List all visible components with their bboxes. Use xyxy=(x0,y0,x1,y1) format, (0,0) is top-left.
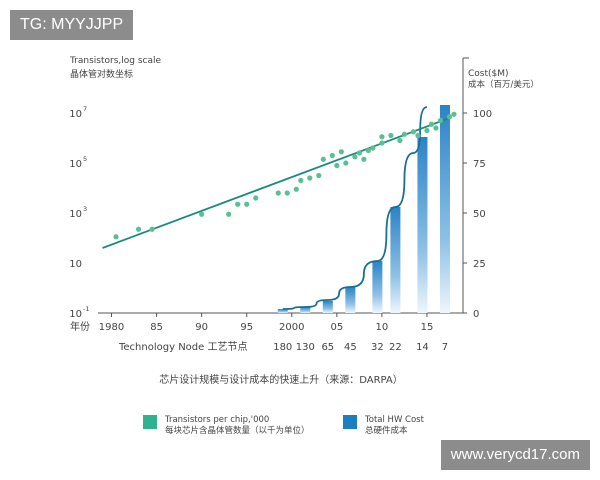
transistor-data-point xyxy=(334,162,340,169)
transistor-data-point xyxy=(307,175,313,181)
cost-bar-22 xyxy=(390,207,401,313)
cost-bar-65 xyxy=(322,301,333,313)
transistor-data-point xyxy=(284,190,290,196)
year-tick-label: 2000 xyxy=(279,322,304,333)
transistor-data-point xyxy=(275,190,281,196)
chart-title: 芯片设计规模与设计成本的快速上升（来源：DARPA） xyxy=(159,373,403,386)
year-axis-label: 年份 xyxy=(70,320,90,333)
transistor-trend-line xyxy=(102,117,450,249)
node-tick-label: 65 xyxy=(321,342,334,353)
watermark-bottom-right: www.verycd17.com xyxy=(440,440,590,470)
year-tick-label: 1980 xyxy=(99,322,124,333)
transistor-data-point xyxy=(293,186,299,192)
year-tick-label: 10 xyxy=(376,322,389,333)
left-axis-label-en: Transistors,log scale xyxy=(69,56,161,66)
transistor-data-point xyxy=(352,154,358,160)
year-tick-label: 95 xyxy=(240,322,253,333)
transistor-data-point xyxy=(253,195,259,201)
node-tick-label: 14 xyxy=(416,342,429,353)
transistor-data-point xyxy=(388,132,394,139)
node-tick-label: 45 xyxy=(344,342,357,353)
cost-bar-45 xyxy=(345,287,356,313)
transistor-data-point xyxy=(135,226,142,232)
right-axis-label-en: Cost($M) xyxy=(468,69,509,79)
right-axis-label-cn: 成本（百万/美元） xyxy=(468,79,539,90)
left-tick-exponent: 5 xyxy=(83,155,87,163)
transistor-data-point xyxy=(244,201,250,207)
right-tick-label: 100 xyxy=(473,109,492,120)
cost-bar-32 xyxy=(372,261,383,313)
transistor-data-point xyxy=(113,234,119,240)
transistor-data-point xyxy=(410,129,417,135)
transistor-data-point xyxy=(235,201,241,207)
cost-bar-14 xyxy=(417,137,428,313)
transistor-data-point xyxy=(343,160,349,166)
legend-label-transistors-en: Transistors per chip,'000 xyxy=(164,415,269,425)
transistor-data-point xyxy=(379,134,385,140)
cost-bar-7 xyxy=(439,105,450,313)
transistor-data-point xyxy=(433,125,439,131)
left-tick-exponent: 3 xyxy=(83,205,87,213)
legend-label-cost-en: Total HW Cost xyxy=(364,415,425,425)
transistor-data-point xyxy=(320,156,326,162)
left-axis-label-cn: 晶体管对数坐标 xyxy=(70,68,133,80)
transistor-data-point xyxy=(361,156,367,162)
transistor-data-point xyxy=(424,127,430,134)
transistor-data-point xyxy=(365,147,371,154)
node-tick-label: 130 xyxy=(296,342,315,353)
transistor-data-point xyxy=(401,131,408,137)
left-tick-label: 10 xyxy=(69,109,82,120)
cost-bar-180 xyxy=(277,309,288,313)
left-tick-label: 10 xyxy=(69,259,82,270)
right-tick-label: 0 xyxy=(473,309,479,320)
node-tick-label: 32 xyxy=(371,342,384,353)
node-axis-title: Technology Node 工艺节点 xyxy=(118,341,247,353)
transistor-data-point xyxy=(446,114,453,120)
node-tick-label: 7 xyxy=(442,342,448,353)
legend-label-transistors-cn: 每块芯片含晶体管数量（以千为单位） xyxy=(165,425,310,436)
node-tick-label: 22 xyxy=(389,342,402,353)
cost-bar-130 xyxy=(300,307,311,313)
transistor-data-point xyxy=(298,177,304,184)
left-tick-exponent: -1 xyxy=(83,305,89,313)
year-tick-label: 85 xyxy=(150,322,163,333)
transistor-data-point xyxy=(316,172,322,179)
left-tick-label: 10 xyxy=(69,209,82,220)
transistor-data-point xyxy=(379,140,385,146)
left-tick-exponent: 7 xyxy=(83,105,87,113)
right-tick-label: 50 xyxy=(473,209,486,220)
transistor-data-point xyxy=(415,132,421,139)
watermark-top-left: TG: MYYJJPP xyxy=(10,10,134,40)
transistor-data-point xyxy=(199,211,205,217)
legend-label-cost-cn: 总硬件成本 xyxy=(365,425,408,436)
right-tick-label: 25 xyxy=(473,259,486,270)
transistor-data-point xyxy=(451,111,457,117)
legend-swatch-cost xyxy=(343,415,357,429)
transistor-data-point xyxy=(370,145,376,151)
transistor-data-point xyxy=(338,149,344,155)
transistor-data-point xyxy=(397,137,403,144)
transistor-data-point xyxy=(226,211,232,217)
transistor-data-point xyxy=(149,226,155,232)
left-tick-label: 10 xyxy=(69,309,82,320)
transistor-data-point xyxy=(329,152,335,159)
year-tick-label: 05 xyxy=(330,322,343,333)
year-tick-label: 15 xyxy=(421,322,434,333)
year-tick-label: 90 xyxy=(195,322,208,333)
transistor-data-point xyxy=(437,117,444,124)
cost-curve-line xyxy=(282,106,428,310)
right-tick-label: 75 xyxy=(473,159,486,170)
transistor-data-point xyxy=(356,150,362,156)
node-tick-label: 180 xyxy=(273,342,292,353)
legend-swatch-transistors xyxy=(143,415,157,429)
transistor-data-point xyxy=(428,121,435,127)
left-tick-label: 10 xyxy=(69,159,82,170)
